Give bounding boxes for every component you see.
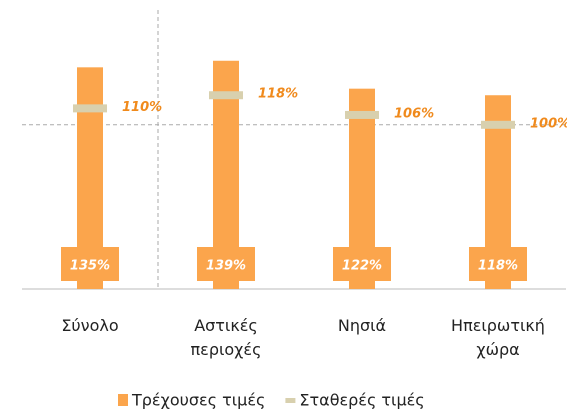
category-label: Σύνολο — [61, 316, 118, 335]
bar-label-box — [197, 247, 255, 281]
bar-label-box — [469, 247, 527, 281]
legend-swatch — [285, 398, 296, 403]
category-label: Αστικές περιοχές — [191, 316, 262, 359]
category-label: Ηπειρωτική χώρα — [451, 316, 545, 359]
marker — [481, 120, 515, 129]
legend-swatch — [118, 394, 128, 406]
bar-label-box — [61, 247, 119, 281]
marker — [209, 91, 243, 100]
category-label: Νησιά — [338, 316, 386, 335]
bar-label: 139% — [206, 259, 246, 274]
category-line: Αστικές — [194, 316, 258, 335]
bar-label: 118% — [478, 259, 518, 274]
bar-label: 135% — [70, 259, 110, 274]
marker-label: 100% — [530, 116, 567, 131]
legend-label: Σταθερές τιμές — [299, 391, 424, 410]
bar-label: 122% — [342, 259, 382, 274]
marker — [73, 104, 107, 113]
bar-label-box — [333, 247, 391, 281]
category-line: Σύνολο — [61, 316, 118, 335]
category-line: χώρα — [476, 340, 519, 359]
marker-label: 118% — [258, 87, 298, 102]
marker — [345, 110, 379, 119]
legend-label: Τρέχουσες τιμές — [131, 391, 265, 410]
category-line: Νησιά — [338, 316, 386, 335]
marker-label: 110% — [122, 100, 162, 115]
marker-label: 106% — [394, 106, 434, 121]
category-line: Ηπειρωτική — [451, 316, 545, 335]
category-line: περιοχές — [191, 340, 262, 359]
